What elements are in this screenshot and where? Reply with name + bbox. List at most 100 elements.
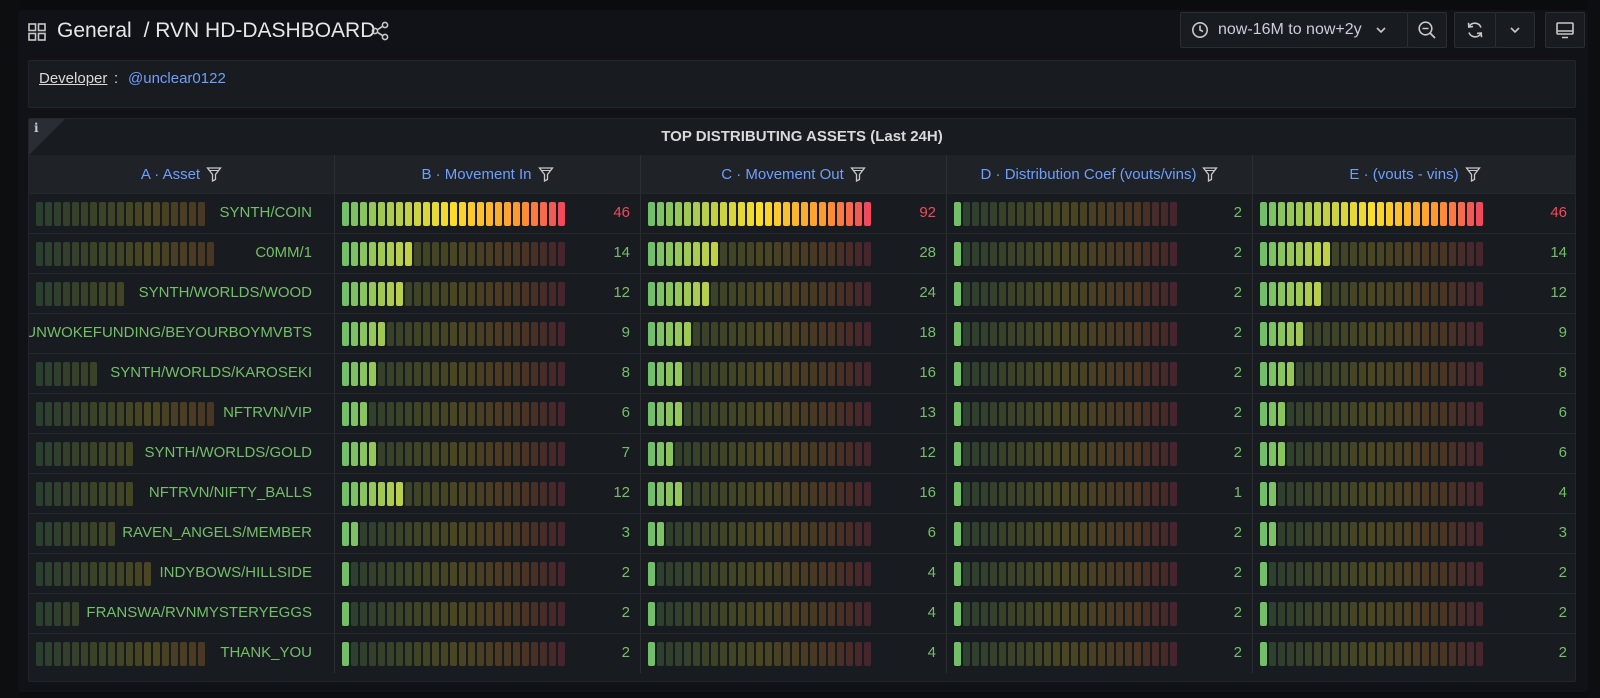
time-range-picker[interactable]: now-16M to now+2y (1180, 12, 1408, 48)
gauge-segment (1152, 482, 1159, 506)
gauge-segment (1089, 482, 1096, 506)
table-row[interactable]: SYNTH/WORLDS/KAROSEKI 8 16 2 8 (29, 353, 1575, 393)
gauge-segment (657, 362, 664, 386)
gauge-segment (684, 242, 691, 266)
zoom-out-button[interactable] (1407, 12, 1447, 48)
gauge-segment (1305, 602, 1312, 626)
gauge-segment (414, 402, 421, 426)
gauge-segment (1449, 402, 1456, 426)
gauge-segment (1323, 562, 1330, 586)
column-header-d[interactable]: D · Distribution Coef (vouts/vins) (947, 155, 1253, 193)
filter-icon[interactable] (206, 166, 222, 182)
table-row[interactable]: NFTRVN/VIP 6 13 2 6 (29, 393, 1575, 433)
gauge-segment (738, 562, 745, 586)
bar-gauge (1260, 402, 1483, 426)
gauge-segment (180, 242, 187, 266)
gauge-segment (774, 562, 781, 586)
column-header-e[interactable]: E · (vouts - vins) (1253, 155, 1575, 193)
gauge-segment (432, 522, 439, 546)
gauge-segment (1071, 602, 1078, 626)
gauge-segment (486, 602, 493, 626)
gauge-segment (846, 602, 853, 626)
gauge-segment (162, 402, 169, 426)
gauge-segment (1296, 482, 1303, 506)
gauge-segment (765, 322, 772, 346)
table-row[interactable]: SYNTH/WORLDS/GOLD 7 12 2 6 (29, 433, 1575, 473)
gauge-segment (1368, 642, 1375, 666)
gauge-segment (1431, 442, 1438, 466)
refresh-interval-dropdown[interactable] (1495, 12, 1535, 48)
table-row[interactable]: SYNTH/WORLDS/WOOD 12 24 2 12 (29, 273, 1575, 313)
asset-name: NFTRVN/VIP (223, 404, 312, 421)
gauge-segment (1332, 202, 1339, 226)
gauge-segment (846, 202, 853, 226)
table-row[interactable]: RAVEN_ANGELS/MEMBER 3 6 2 3 (29, 513, 1575, 553)
gauge-segment (90, 562, 97, 586)
gauge-segment (1368, 602, 1375, 626)
column-header-c[interactable]: C · Movement Out (641, 155, 947, 193)
table-row[interactable]: THANK_YOU 2 4 2 2 (29, 633, 1575, 673)
gauge-segment (801, 562, 808, 586)
gauge-segment (720, 362, 727, 386)
gauge-segment (405, 522, 412, 546)
gauge-segment (1035, 242, 1042, 266)
gauge-segment (1341, 522, 1348, 546)
breadcrumb-folder[interactable]: General (57, 19, 132, 42)
filter-icon[interactable] (1202, 166, 1219, 182)
gauge-segment (1098, 482, 1105, 506)
apps-grid-icon[interactable] (28, 23, 46, 41)
gauge-segment (1143, 482, 1150, 506)
gauge-segment (1161, 602, 1168, 626)
gauge-segment (459, 562, 466, 586)
gauge-segment (459, 202, 466, 226)
view-mode-button[interactable] (1545, 12, 1585, 48)
bar-gauge (1260, 242, 1483, 266)
column-header-a[interactable]: A · Asset (29, 155, 335, 193)
value-cell-diff: 2 (1253, 634, 1575, 673)
gauge-segment (1467, 202, 1474, 226)
gauge-segment (837, 402, 844, 426)
panel-title[interactable]: TOP DISTRIBUTING ASSETS (Last 24H) (661, 128, 943, 145)
table-row[interactable]: UNWOKEFUNDING/BEYOURBOYMVBTS 9 18 2 9 (29, 313, 1575, 353)
gauge-segment (963, 362, 970, 386)
table-row[interactable]: SYNTH/COIN 46 92 2 46 (29, 193, 1575, 233)
gauge-segment (972, 482, 979, 506)
gauge-segment (954, 322, 961, 346)
gauge-segment (1080, 402, 1087, 426)
gauge-segment (1080, 282, 1087, 306)
gauge-segment (405, 242, 412, 266)
gauge-segment (441, 602, 448, 626)
panel-info-corner[interactable] (29, 119, 65, 155)
gauge-segment (711, 242, 718, 266)
gauge-segment (702, 642, 709, 666)
gauge-segment (1359, 202, 1366, 226)
cell-value: 8 (621, 364, 630, 381)
gauge-segment (1287, 362, 1294, 386)
filter-icon[interactable] (849, 166, 866, 182)
column-header-b[interactable]: B · Movement In (335, 155, 641, 193)
bar-gauge (342, 482, 565, 506)
filter-icon[interactable] (1464, 166, 1481, 182)
gauge-segment (810, 202, 817, 226)
gauge-segment (1350, 522, 1357, 546)
bar-gauge (954, 602, 1177, 626)
table-row[interactable]: INDYBOWS/HILLSIDE 2 4 2 2 (29, 553, 1575, 593)
gauge-segment (1008, 202, 1015, 226)
gauge-segment (342, 362, 349, 386)
gauge-segment (117, 482, 124, 506)
table-row[interactable]: FRANSWA/RVNMYSTERYEGGS 2 4 2 2 (29, 593, 1575, 633)
table-row[interactable]: C0MM/1 14 28 2 14 (29, 233, 1575, 273)
developer-link[interactable]: @unclear0122 (128, 70, 226, 87)
gauge-segment (810, 642, 817, 666)
filter-icon[interactable] (537, 166, 554, 182)
table-row[interactable]: NFTRVN/NIFTY_BALLS 12 16 1 4 (29, 473, 1575, 513)
gauge-segment (1431, 482, 1438, 506)
info-icon[interactable]: i (34, 121, 39, 135)
share-icon[interactable] (370, 21, 390, 41)
gauge-segment (90, 482, 97, 506)
refresh-button[interactable] (1454, 12, 1496, 48)
gauge-segment (999, 442, 1006, 466)
dashboard-title[interactable]: RVN HD-DASHBOARD (155, 19, 376, 42)
gauge-segment (747, 522, 754, 546)
gauge-segment (1107, 242, 1114, 266)
